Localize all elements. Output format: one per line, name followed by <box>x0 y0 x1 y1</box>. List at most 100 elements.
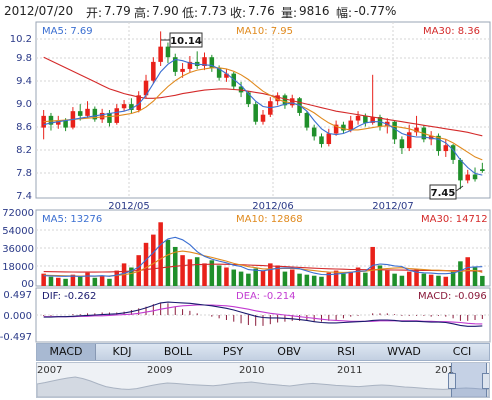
volume-bar <box>143 242 149 286</box>
tab-obv[interactable]: OBV <box>277 345 301 358</box>
candle-body <box>224 73 229 78</box>
header-open: 7.79 <box>104 4 131 18</box>
price-ma5-line <box>43 58 483 176</box>
candle <box>282 93 288 109</box>
macd-dif-label: DIF: -0.262 <box>42 291 96 302</box>
volume-bar <box>348 271 354 286</box>
volume-bar <box>465 257 470 286</box>
tab-macd[interactable]: MACD <box>37 344 96 360</box>
candle <box>224 68 229 82</box>
low-callout-box <box>429 184 457 200</box>
candle <box>480 162 485 173</box>
candle <box>85 101 90 119</box>
candle <box>319 133 324 148</box>
candle-body <box>129 104 134 110</box>
volume-bar <box>304 274 310 286</box>
navigator-year: 2011 <box>337 365 363 376</box>
date-tick: 2012/05 <box>108 201 150 212</box>
volume-bar <box>480 275 485 286</box>
volume-bar <box>421 273 427 286</box>
macd-dea-label: DEA: -0.214 <box>236 291 295 302</box>
candle <box>99 108 105 123</box>
volume-bar <box>187 259 193 286</box>
candle-body <box>151 61 156 81</box>
candle <box>129 98 134 114</box>
header-open-label: 开: <box>86 6 103 20</box>
candle-body <box>275 95 280 102</box>
candle-body <box>363 115 368 123</box>
navigator-left-handle[interactable] <box>448 373 456 389</box>
volume-bar <box>458 261 463 286</box>
candle-body <box>472 174 478 180</box>
tab-kdj[interactable]: KDJ <box>112 345 132 358</box>
candle <box>458 158 463 190</box>
candle <box>443 139 449 157</box>
time-navigator[interactable]: 2007 2009 2010 2011 201 <box>36 362 490 398</box>
candle-body <box>63 120 68 128</box>
candle <box>121 100 127 112</box>
volume-tick: 00 <box>21 279 34 290</box>
candle-body <box>216 67 222 78</box>
volume-bar <box>370 246 375 286</box>
header-date: 2012/07/20 <box>4 4 74 18</box>
navigator-year: 2009 <box>147 365 173 376</box>
price-ma5-label: MA5: 7.69 <box>42 26 93 37</box>
candle <box>48 112 54 131</box>
indicator-tab-bar: MACD KDJ BOLL PSY OBV RSI WVAD CCI <box>36 343 490 361</box>
header-change: -0.77% <box>354 4 397 18</box>
volume-bar <box>253 268 258 286</box>
volume-bar <box>414 269 419 286</box>
candle <box>202 52 207 71</box>
volume-ma-layer <box>43 236 483 278</box>
candle <box>289 94 295 108</box>
volume-bar <box>472 267 478 286</box>
volume-bar <box>48 276 54 286</box>
tab-wvad[interactable]: WVAD <box>387 345 421 358</box>
candle-body <box>436 135 441 152</box>
candle-body <box>202 57 207 66</box>
low-callout: 7.45 <box>429 184 464 200</box>
candle <box>311 124 317 141</box>
volume-bar <box>450 271 456 286</box>
macd-dif-line <box>43 301 483 327</box>
header-close: 7.76 <box>248 4 275 18</box>
volume-bar <box>92 277 98 286</box>
candle-body <box>326 133 332 145</box>
volume-bar <box>246 273 251 286</box>
candle <box>172 53 178 76</box>
volume-bar <box>158 222 163 286</box>
volume-ma5-label: MA5: 13276 <box>42 214 102 225</box>
volume-bar <box>311 275 317 286</box>
candle <box>92 106 98 122</box>
candle-body <box>341 124 346 131</box>
volume-bar <box>399 275 405 286</box>
low-callout-text: 7.45 <box>431 188 456 199</box>
candle <box>180 63 185 78</box>
volume-bar <box>377 265 383 286</box>
tab-boll[interactable]: BOLL <box>163 345 193 358</box>
candle <box>158 31 163 66</box>
candle-body <box>165 46 171 58</box>
price-ma30-label: MA30: 8.36 <box>423 26 480 37</box>
candle <box>392 120 397 145</box>
candle-body <box>77 111 83 116</box>
price-tick: 9.0 <box>16 99 32 110</box>
candle-body <box>92 108 98 120</box>
volume-bar <box>56 277 61 286</box>
price-ma10-line <box>43 67 483 161</box>
volume-bar <box>238 271 244 286</box>
candle-body <box>355 115 361 121</box>
volume-bar <box>41 273 46 286</box>
tab-rsi[interactable]: RSI <box>337 345 355 358</box>
navigator-right-handle[interactable] <box>482 373 489 389</box>
candle-body <box>136 95 141 110</box>
volume-bar <box>260 270 266 286</box>
high-callout-text: 10.14 <box>170 36 202 47</box>
volume-bar <box>282 271 288 286</box>
tab-cci[interactable]: CCI <box>452 345 472 358</box>
tab-psy[interactable]: PSY <box>222 345 244 358</box>
candle-body <box>107 112 112 123</box>
candle-body <box>253 104 258 122</box>
